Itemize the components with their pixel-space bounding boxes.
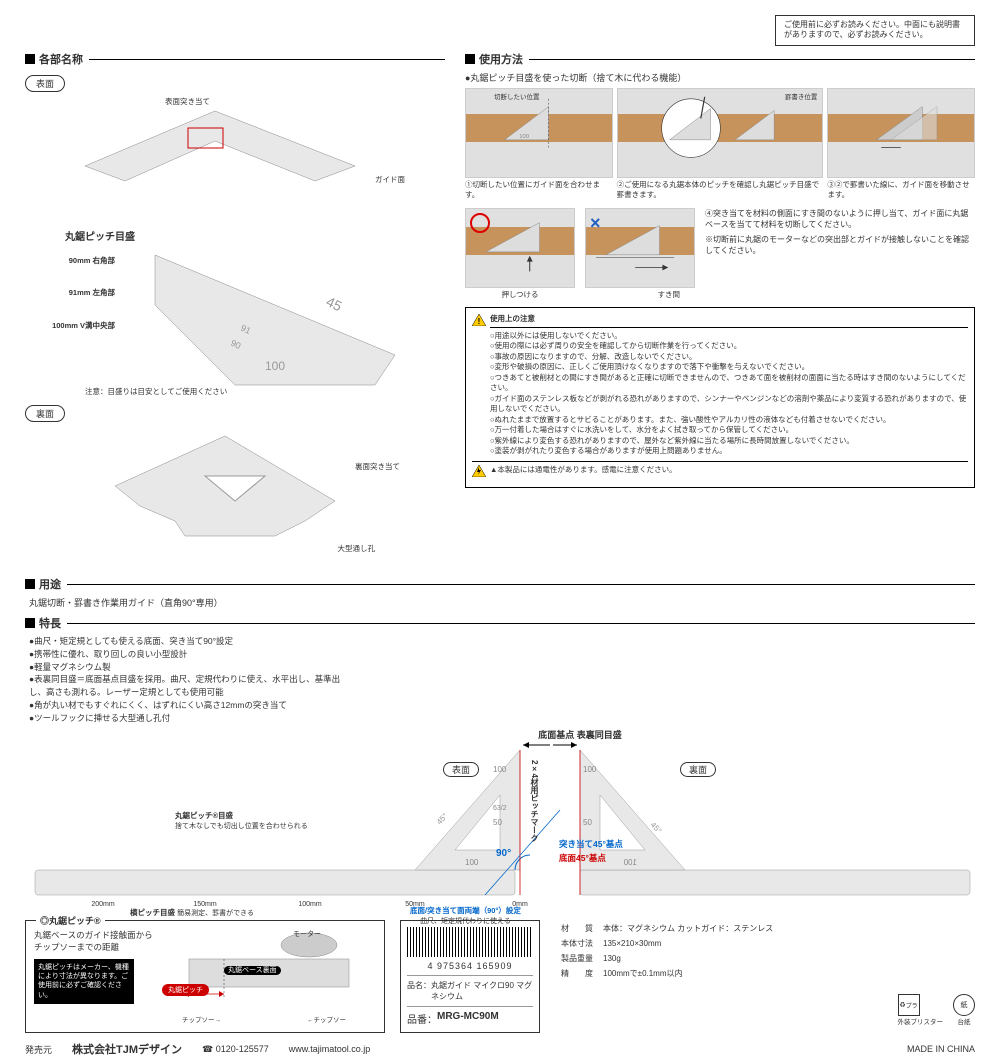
label-front: 表面 xyxy=(25,75,65,92)
annot-90mm: 90mm 右角部 xyxy=(45,255,115,266)
ng-label: すき間 xyxy=(585,290,695,300)
svg-text:200mm: 200mm xyxy=(91,901,115,908)
step1-caption: ①切断したい位置にガイド面を合わせます。 xyxy=(465,180,613,200)
section-usage: 用途 xyxy=(25,576,975,592)
usage-text: 丸鋸切断・罫書き作業用ガイド（直角90°専用） xyxy=(25,596,975,609)
step3-img xyxy=(827,88,975,178)
barcode-box: 4 975364 165909 品名：丸鋸ガイド マイクロ90 マグネシウム 品… xyxy=(400,920,540,1033)
features-list: ●曲尺・矩定規としても使える底面、突き当て90°設定●携帯性に優れ、取り回しの良… xyxy=(25,635,345,724)
barcode-stripes xyxy=(407,927,533,957)
bottom-45: 底面45°基点 xyxy=(559,852,606,864)
svg-text:50: 50 xyxy=(493,818,502,827)
big-diagram: 45° 100 63/2 50 100 45° 100 50 100 200mm… xyxy=(25,730,975,910)
vert-2x4: 2×4材用ピッチマーク xyxy=(529,760,540,842)
svg-text:100: 100 xyxy=(583,765,597,774)
side-pitch-label: 横ピッチ目盛 簡易測定、罫書ができる xyxy=(130,907,254,918)
pitch-callout: 丸鋸ピッチ®目盛 捨て木なしでも切出し位置を合わせられる xyxy=(175,810,308,831)
back-diagram xyxy=(25,426,445,566)
svg-text:50: 50 xyxy=(583,818,592,827)
ok-panel xyxy=(465,208,575,288)
svg-text:45: 45 xyxy=(324,293,345,314)
pitch-scale-title: 丸鋸ピッチ目盛 xyxy=(65,228,445,243)
svg-text:100: 100 xyxy=(623,858,637,867)
step2-caption: ②ご使用になる丸鋸本体のピッチを確認し丸鋸ピッチ目盛で罫書きます。 xyxy=(617,180,824,200)
scale-note: 注意：目盛りは目安としてご使用ください xyxy=(85,386,227,397)
label-back: 裏面 xyxy=(25,405,65,422)
annot-top-stop: 表面突き当て xyxy=(165,96,210,107)
annot-back-stop: 裏面突き当て xyxy=(355,461,400,472)
svg-text:100mm: 100mm xyxy=(298,901,322,908)
svg-text:100: 100 xyxy=(265,359,285,373)
stop-45: 突き当て45°基点 xyxy=(559,838,623,850)
electric-icon xyxy=(472,465,486,477)
section-parts: 各部名称 xyxy=(25,51,445,67)
pitch-info-box: ◎丸鋸ピッチ® 丸鋸ベースのガイド接触面からチップソーまでの距離 丸鋸ピッチはメ… xyxy=(25,920,385,1033)
spec-table: 材 質本体：マグネシウム カットガイド：ステンレス 本体寸法135×210×30… xyxy=(555,920,779,982)
annot-guide-face: ガイド面 xyxy=(375,174,405,185)
svg-text:45°: 45° xyxy=(435,812,450,827)
angle-90: 90° xyxy=(496,848,511,859)
base-center-label: 底面基点 表裏同目盛 xyxy=(525,728,635,741)
section-usage-method: 使用方法 xyxy=(465,51,975,67)
svg-text:!: ! xyxy=(478,317,481,326)
ok-label: 押しつける xyxy=(465,290,575,300)
svg-text:100: 100 xyxy=(465,858,479,867)
footer: 発売元 株式会社TJMデザイン ☎ 0120-125577 www.tajima… xyxy=(25,1041,975,1057)
step2-img: 罫書き位置 xyxy=(617,88,824,178)
top-note: ご使用前に必ずお読みください。中面にも説明書がありますので、必ずお読みください。 xyxy=(775,15,975,46)
svg-text:63/2: 63/2 xyxy=(493,805,507,812)
step4-text: ④突き当てを材料の側面にすき間のないように押し当て、ガイド面に丸鋸ベースを当てて… xyxy=(705,208,975,230)
annot-91mm: 91mm 左角部 xyxy=(45,287,115,298)
step3-caption: ③②で罫書いた線に、ガイド面を移動させます。 xyxy=(827,180,975,200)
recycle-plastic-icon: ♻プラ xyxy=(898,994,920,1016)
ng-panel: × xyxy=(585,208,695,288)
recycle-paper-icon: 紙 xyxy=(953,994,975,1016)
back-label-diagram: 裏面 xyxy=(680,758,716,781)
annot-100mm: 100mm V溝中央部 xyxy=(35,320,115,331)
warning-box: ! 使用上の注意 ○用途以外には使用しないでください。○使用の際には必ず周りの安… xyxy=(465,307,975,488)
svg-text:100: 100 xyxy=(493,765,507,774)
svg-text:100: 100 xyxy=(519,134,530,140)
annot-large-hole: 大型通し孔 xyxy=(338,543,376,554)
step1-img: 100 切断したい位置 xyxy=(465,88,613,178)
usage-intro: ●丸鋸ピッチ目盛を使った切断（捨て木に代わる機能） xyxy=(465,71,975,84)
bottom-stop-90: 底面/突き当て面両端（90°）設定 曲尺、矩定規代わりに使える xyxy=(410,905,521,926)
section-features: 特長 xyxy=(25,615,975,631)
step4-note: ※切断前に丸鋸のモーターなどの突出部とガイドが接触しないことを確認してください。 xyxy=(705,234,975,256)
warning-icon: ! xyxy=(472,314,486,326)
front-diagram xyxy=(25,96,445,226)
front-label-diagram: 表面 xyxy=(443,758,479,781)
